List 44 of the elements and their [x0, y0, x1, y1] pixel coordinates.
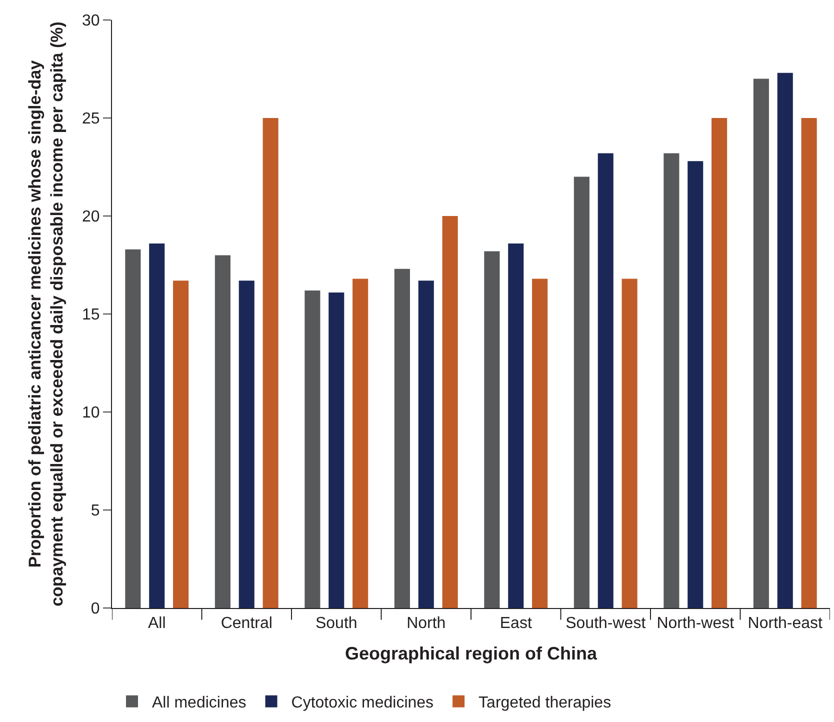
y-tick-label: 5	[90, 502, 100, 520]
legend-label: Cytotoxic medicines	[291, 694, 434, 712]
bar	[328, 292, 344, 608]
x-tick-label: South	[315, 615, 358, 632]
x-tick-label: South-west	[566, 615, 646, 632]
bar	[532, 278, 548, 608]
y-axis-title: Proportion of pediatric anticancer medicines whose single-day copayment equalled or exceeded daily disposable income per capita (%)	[25, 22, 67, 606]
bar	[238, 280, 254, 608]
bar	[664, 153, 680, 608]
bar	[777, 72, 793, 608]
bar	[753, 78, 769, 608]
x-tick-label: All	[148, 615, 166, 632]
bar	[574, 176, 590, 608]
bar	[125, 249, 141, 608]
bar	[598, 153, 614, 608]
bar	[688, 161, 704, 608]
bar	[801, 118, 817, 608]
x-tick-label: Central	[220, 615, 272, 632]
x-tick-label: North	[406, 615, 446, 632]
bar	[214, 255, 230, 608]
x-axis-title: Geographical region of China	[344, 643, 598, 664]
y-tick-label: 20	[82, 208, 100, 226]
x-tick-label: East	[500, 615, 532, 632]
legend-label: Targeted therapies	[478, 694, 612, 712]
y-tick-label: 0	[90, 600, 100, 618]
bar	[304, 290, 320, 608]
y-tick-label: 30	[82, 12, 100, 30]
bar	[418, 280, 434, 608]
y-tick-label: 10	[82, 404, 100, 422]
bar	[262, 118, 278, 608]
bar	[173, 280, 189, 608]
bar	[712, 118, 728, 608]
bar	[622, 278, 638, 608]
bar	[484, 251, 500, 608]
bar	[442, 216, 458, 608]
bar	[394, 268, 410, 608]
y-tick-label: 25	[82, 110, 100, 128]
legend-label: All medicines	[152, 694, 246, 712]
bar	[149, 243, 165, 608]
x-tick-label: North-west	[656, 615, 735, 632]
x-tick-label: North-east	[748, 615, 824, 632]
y-tick-label: 15	[82, 306, 100, 324]
bar	[508, 243, 524, 608]
bar	[352, 278, 368, 608]
